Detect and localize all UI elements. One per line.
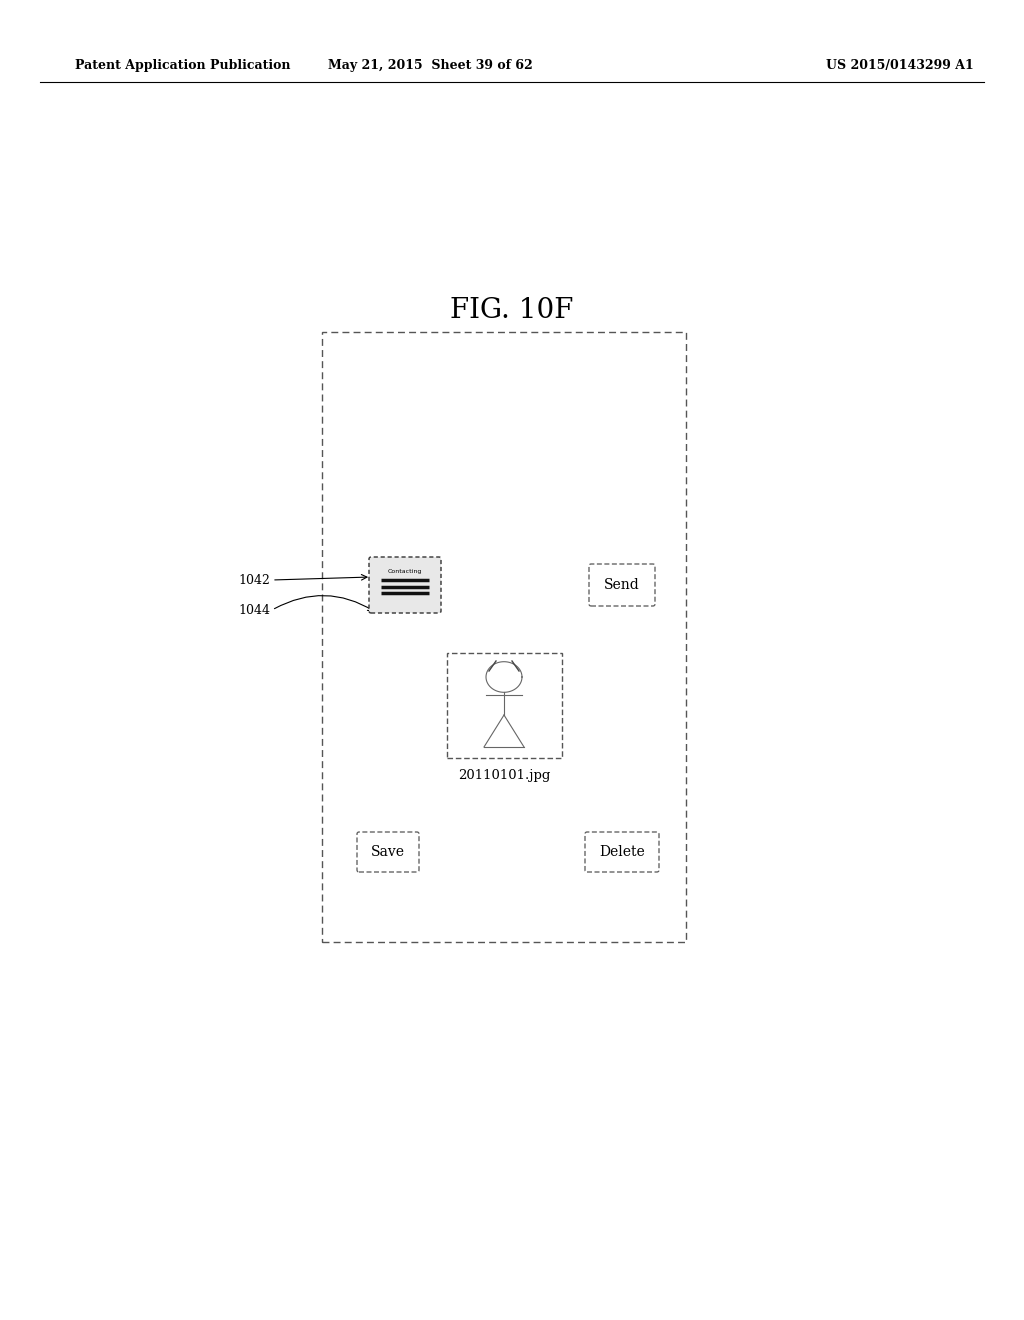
Text: 20110101.jpg: 20110101.jpg bbox=[458, 770, 550, 781]
Text: Patent Application Publication: Patent Application Publication bbox=[75, 58, 291, 71]
Text: Delete: Delete bbox=[599, 845, 645, 859]
Text: 1044: 1044 bbox=[238, 603, 270, 616]
FancyBboxPatch shape bbox=[589, 564, 655, 606]
Text: Contacting: Contacting bbox=[388, 569, 422, 573]
Text: US 2015/0143299 A1: US 2015/0143299 A1 bbox=[826, 58, 974, 71]
Text: Save: Save bbox=[371, 845, 406, 859]
Text: 1042: 1042 bbox=[239, 573, 270, 586]
FancyBboxPatch shape bbox=[357, 832, 419, 873]
Text: May 21, 2015  Sheet 39 of 62: May 21, 2015 Sheet 39 of 62 bbox=[328, 58, 532, 71]
FancyBboxPatch shape bbox=[369, 557, 441, 612]
FancyBboxPatch shape bbox=[585, 832, 659, 873]
FancyBboxPatch shape bbox=[446, 652, 561, 758]
Bar bbox=[322, 333, 686, 942]
Text: Send: Send bbox=[604, 578, 640, 591]
Text: FIG. 10F: FIG. 10F bbox=[451, 297, 573, 323]
